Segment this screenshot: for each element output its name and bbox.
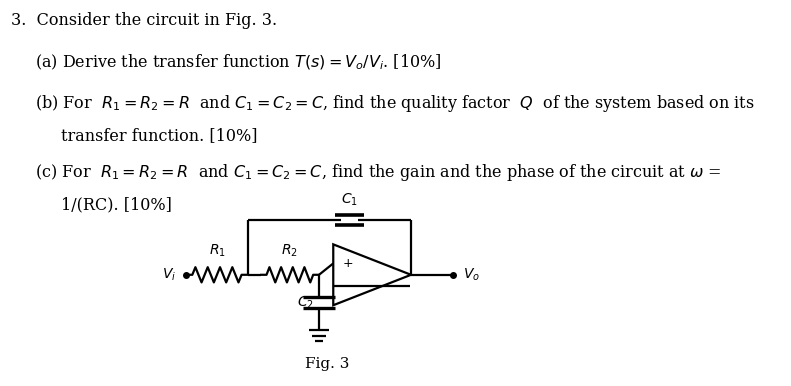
Text: (b) For  $R_1 = R_2 = R$  and $C_1 = C_2 = C$, find the quality factor  $Q$  of : (b) For $R_1 = R_2 = R$ and $C_1 = C_2 =… (35, 93, 755, 114)
Text: $V_i$: $V_i$ (162, 267, 176, 283)
Text: transfer function. [10%]: transfer function. [10%] (61, 127, 258, 145)
Text: $V_o$: $V_o$ (463, 267, 480, 283)
Text: 3.  Consider the circuit in Fig. 3.: 3. Consider the circuit in Fig. 3. (11, 12, 278, 29)
Text: $R_2$: $R_2$ (282, 242, 298, 259)
Text: $R_1$: $R_1$ (209, 242, 225, 259)
Text: (c) For  $R_1 = R_2 = R$  and $C_1 = C_2 = C$, find the gain and the phase of th: (c) For $R_1 = R_2 = R$ and $C_1 = C_2 =… (35, 162, 722, 183)
Text: 1/(RC). [10%]: 1/(RC). [10%] (61, 196, 172, 213)
Text: $C_2$: $C_2$ (297, 294, 314, 311)
Text: −: − (343, 280, 353, 293)
Text: (a) Derive the transfer function $T(s) = V_o/V_i$. [10%]: (a) Derive the transfer function $T(s) =… (35, 53, 442, 73)
Text: Fig. 3: Fig. 3 (305, 357, 349, 371)
Text: +: + (343, 257, 353, 270)
Text: $C_1$: $C_1$ (341, 192, 358, 208)
